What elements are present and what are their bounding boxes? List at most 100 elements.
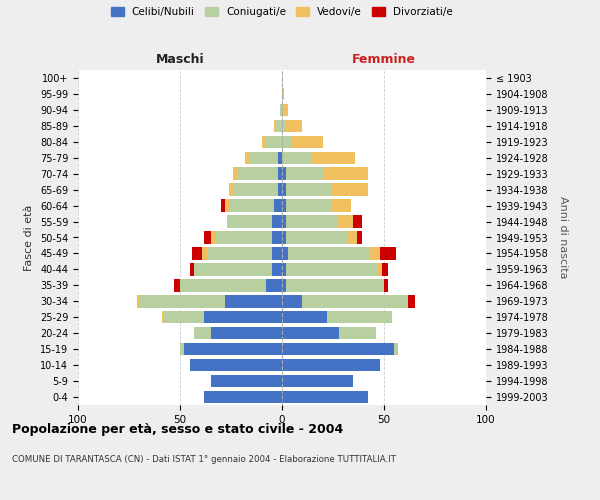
Bar <box>211 375 282 388</box>
Bar <box>282 375 353 388</box>
Bar <box>282 343 398 355</box>
Bar <box>233 184 282 196</box>
Bar <box>233 168 282 180</box>
Bar <box>211 327 282 340</box>
Bar <box>282 263 382 276</box>
Bar <box>227 216 282 228</box>
Bar <box>282 343 394 355</box>
Bar <box>190 359 282 372</box>
Bar <box>282 359 380 372</box>
Bar <box>282 104 288 116</box>
Bar <box>282 311 392 324</box>
Bar <box>282 184 286 196</box>
Bar <box>282 136 323 148</box>
Bar <box>282 247 396 260</box>
Bar <box>272 232 282 243</box>
Bar <box>282 375 353 388</box>
Bar <box>282 327 376 340</box>
Bar <box>282 184 368 196</box>
Bar <box>282 168 368 180</box>
Bar <box>180 343 282 355</box>
Bar <box>174 279 282 291</box>
Bar <box>282 247 288 260</box>
Bar <box>202 247 282 260</box>
Bar <box>161 311 282 324</box>
Bar <box>282 104 288 116</box>
Bar <box>225 295 282 308</box>
Bar <box>272 216 282 228</box>
Bar <box>282 263 388 276</box>
Text: Femmine: Femmine <box>352 53 416 66</box>
Bar <box>282 343 398 355</box>
Bar <box>282 247 370 260</box>
Bar <box>227 216 282 228</box>
Bar <box>276 120 282 132</box>
Bar <box>274 120 282 132</box>
Bar <box>237 168 282 180</box>
Bar <box>272 247 282 260</box>
Bar <box>282 311 392 324</box>
Bar <box>278 184 282 196</box>
Bar <box>137 295 282 308</box>
Bar <box>190 263 282 276</box>
Bar <box>205 391 282 403</box>
Bar <box>282 375 353 388</box>
Bar <box>139 295 282 308</box>
Bar <box>282 200 352 212</box>
Bar <box>194 327 282 340</box>
Bar <box>229 184 282 196</box>
Bar <box>282 120 286 132</box>
Bar <box>282 311 392 324</box>
Bar <box>282 232 347 243</box>
Bar <box>282 295 409 308</box>
Bar <box>282 279 286 291</box>
Bar <box>180 279 282 291</box>
Bar <box>262 136 282 148</box>
Bar <box>282 391 368 403</box>
Bar <box>282 152 355 164</box>
Bar <box>282 359 380 372</box>
Bar <box>282 232 362 243</box>
Bar <box>272 263 282 276</box>
Bar <box>194 327 282 340</box>
Bar <box>282 184 331 196</box>
Bar <box>282 327 339 340</box>
Bar <box>211 375 282 388</box>
Bar <box>282 391 368 403</box>
Bar <box>245 152 282 164</box>
Bar <box>282 391 368 403</box>
Bar <box>266 279 282 291</box>
Text: Popolazione per età, sesso e stato civile - 2004: Popolazione per età, sesso e stato civil… <box>12 422 343 436</box>
Bar <box>225 200 282 212</box>
Bar <box>194 263 282 276</box>
Bar <box>282 168 368 180</box>
Bar <box>282 120 302 132</box>
Bar <box>278 168 282 180</box>
Bar <box>282 279 384 291</box>
Bar <box>211 375 282 388</box>
Bar <box>278 152 282 164</box>
Bar <box>250 152 282 164</box>
Bar <box>180 279 282 291</box>
Bar <box>282 375 353 388</box>
Bar <box>282 184 368 196</box>
Bar <box>282 216 337 228</box>
Bar <box>282 152 355 164</box>
Bar <box>233 168 282 180</box>
Bar <box>282 359 380 372</box>
Bar <box>211 375 282 388</box>
Bar <box>282 216 286 228</box>
Bar <box>282 232 358 243</box>
Bar <box>282 295 409 308</box>
Bar <box>280 104 282 116</box>
Bar <box>282 136 292 148</box>
Bar <box>164 311 282 324</box>
Bar <box>282 120 302 132</box>
Bar <box>282 200 286 212</box>
Bar <box>282 343 398 355</box>
Bar <box>211 232 282 243</box>
Bar <box>282 152 311 164</box>
Bar <box>280 104 282 116</box>
Bar <box>282 327 376 340</box>
Bar <box>229 184 282 196</box>
